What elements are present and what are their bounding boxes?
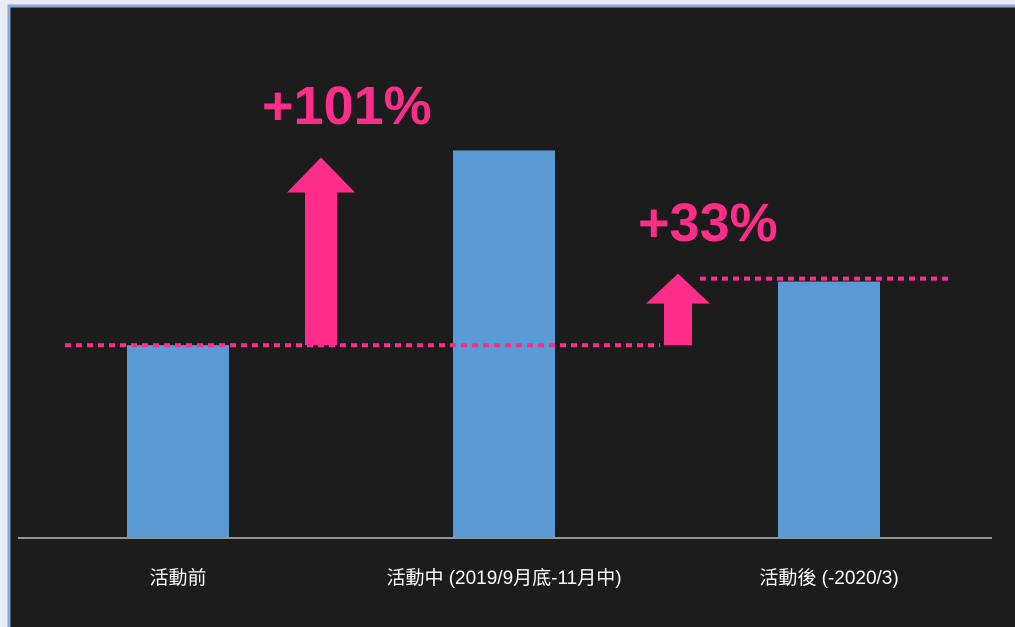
x-tick-label: 活動後 (-2020/3) xyxy=(759,567,898,589)
bar xyxy=(127,345,229,538)
annotation: +33% xyxy=(638,193,778,253)
annotation: +101% xyxy=(262,76,432,136)
bar xyxy=(778,281,880,538)
arrow xyxy=(646,273,710,346)
x-tick-label: 活動前 xyxy=(149,567,206,589)
arrow xyxy=(287,157,355,346)
x-tick-label: 活動中 (2019/9月底-11月中) xyxy=(386,567,621,589)
